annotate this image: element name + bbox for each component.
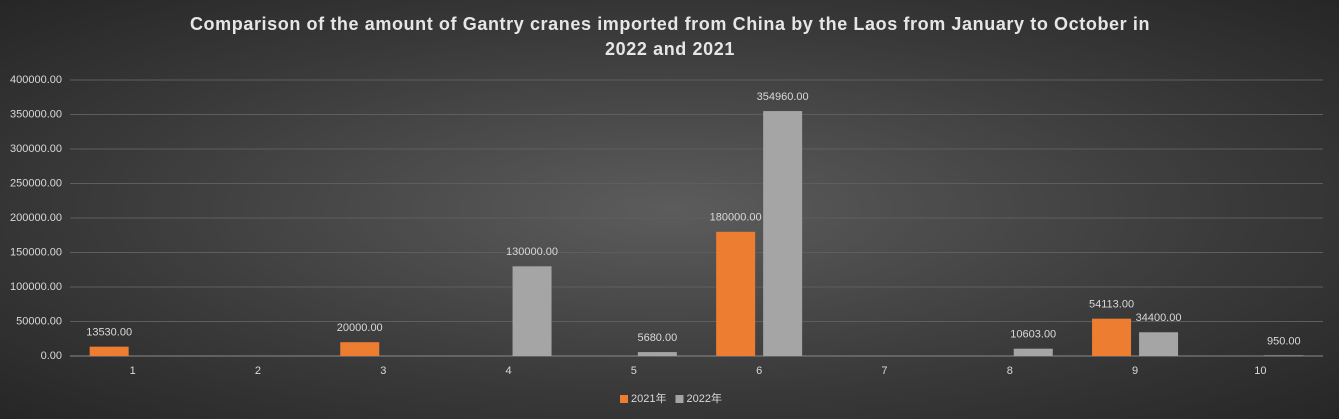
value-label: 354960.00: [757, 91, 809, 103]
y-tick-label: 300000.00: [10, 143, 62, 155]
x-tick-label: 5: [631, 365, 637, 377]
x-tick-label: 6: [756, 365, 762, 377]
x-tick-label: 1: [130, 365, 136, 377]
x-tick-label: 8: [1007, 365, 1013, 377]
y-tick-label: 100000.00: [10, 281, 62, 293]
value-label: 20000.00: [337, 322, 383, 334]
value-label: 34400.00: [1136, 312, 1182, 324]
bar: [637, 352, 677, 356]
y-tick-label: 350000.00: [10, 108, 62, 120]
value-label: 10603.00: [1010, 329, 1056, 341]
y-tick-label: 0.00: [41, 350, 62, 362]
value-label: 130000.00: [506, 246, 558, 258]
bar: [1139, 332, 1179, 356]
y-tick-label: 200000.00: [10, 212, 62, 224]
legend-swatch: [675, 395, 684, 403]
x-tick-label: 7: [881, 365, 887, 377]
bar: [763, 111, 803, 356]
x-tick-label: 10: [1254, 365, 1266, 377]
bar: [1013, 348, 1053, 356]
value-label: 950.00: [1267, 335, 1301, 347]
bar: [89, 346, 129, 356]
bar: [716, 231, 756, 356]
value-label: 13530.00: [86, 327, 132, 339]
bar: [1092, 318, 1132, 356]
x-tick-label: 3: [380, 365, 386, 377]
y-tick-label: 250000.00: [10, 177, 62, 189]
value-label: 5680.00: [637, 332, 677, 344]
value-label: 180000.00: [710, 212, 762, 224]
y-tick-label: 50000.00: [16, 315, 62, 327]
value-label: 54113.00: [1089, 299, 1134, 311]
legend-swatch: [620, 395, 628, 403]
x-tick-label: 2: [255, 365, 261, 377]
bar: [1264, 355, 1304, 356]
chart-title: Comparison of the amount of Gantry crane…: [189, 14, 1151, 59]
bar: [512, 266, 552, 356]
y-tick-label: 400000.00: [10, 74, 62, 86]
legend-label: 2022年: [686, 391, 721, 405]
y-tick-label: 150000.00: [10, 246, 62, 258]
bar: [340, 342, 380, 356]
x-tick-label: 9: [1132, 365, 1138, 377]
x-tick-label: 4: [505, 365, 511, 377]
legend-label: 2021年: [631, 391, 666, 405]
